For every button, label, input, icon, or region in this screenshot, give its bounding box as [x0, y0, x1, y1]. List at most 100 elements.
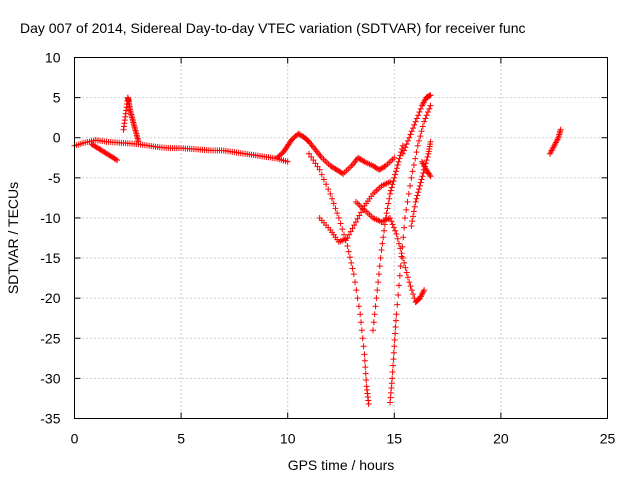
- data-point: [380, 234, 387, 241]
- series-late-tail: [419, 158, 434, 180]
- data-point: [360, 343, 367, 350]
- y-tick-label: 0: [53, 130, 61, 146]
- data-point: [410, 213, 417, 220]
- data-point: [410, 291, 417, 298]
- data-point: [413, 195, 420, 202]
- data-point: [393, 230, 400, 237]
- data-point: [327, 190, 334, 197]
- data-point: [352, 218, 359, 225]
- data-point: [406, 134, 413, 141]
- data-point: [410, 161, 417, 168]
- data-point: [373, 295, 380, 302]
- y-tick-label: -30: [40, 370, 60, 386]
- data-point: [557, 126, 564, 133]
- series-baseline: [71, 137, 291, 165]
- data-point: [318, 171, 325, 178]
- data-point: [402, 144, 409, 151]
- data-point: [411, 203, 418, 210]
- data-point: [394, 235, 401, 242]
- data-point: [403, 269, 410, 276]
- data-point: [330, 200, 337, 207]
- data-point: [413, 149, 420, 156]
- chart-title: Day 007 of 2014, Sidereal Day-to-day VTE…: [20, 20, 526, 36]
- data-point: [395, 158, 402, 165]
- data-point: [389, 221, 396, 228]
- data-point: [376, 263, 383, 270]
- data-point: [416, 186, 423, 193]
- data-point: [391, 336, 398, 343]
- data-point: [402, 264, 409, 271]
- data-point: [390, 356, 397, 363]
- data-point: [400, 234, 407, 241]
- data-point: [390, 224, 397, 231]
- data-point: [338, 170, 345, 177]
- data-point: [396, 155, 403, 162]
- data-point: [418, 176, 425, 183]
- data-point: [306, 150, 313, 157]
- data-point: [135, 138, 142, 145]
- data-point: [409, 218, 416, 225]
- data-point: [385, 200, 392, 207]
- data-point: [407, 283, 414, 290]
- x-tick-label: 15: [387, 431, 403, 447]
- data-point: [349, 265, 356, 272]
- data-point: [308, 153, 315, 160]
- data-point: [427, 102, 434, 109]
- data-point: [410, 125, 417, 132]
- data-point: [337, 220, 344, 227]
- marks-layer: [71, 92, 564, 408]
- data-point: [404, 274, 411, 281]
- data-point: [351, 222, 358, 229]
- data-point: [421, 118, 428, 125]
- data-point: [358, 319, 365, 326]
- data-point: [408, 128, 415, 135]
- data-point: [387, 190, 394, 197]
- data-point: [332, 205, 339, 212]
- data-point: [404, 137, 411, 144]
- data-point: [408, 174, 415, 181]
- data-point: [362, 364, 369, 371]
- data-point: [393, 165, 400, 172]
- data-point: [427, 92, 434, 99]
- data-point: [408, 287, 415, 294]
- data-point: [418, 128, 425, 135]
- data-point: [396, 272, 403, 279]
- data-point: [426, 105, 433, 112]
- data-point: [394, 161, 401, 168]
- data-point: [370, 319, 377, 326]
- data-point: [392, 324, 399, 331]
- data-point: [407, 131, 414, 138]
- data-point: [369, 327, 376, 334]
- ticks-layer: 0 5 10 15 20 25 10 5 0 -5 -10 -15 -20 -25 -30 -35: [40, 50, 615, 447]
- x-tick-label: 10: [280, 431, 296, 447]
- data-point: [387, 187, 394, 194]
- data-point: [391, 174, 398, 181]
- data-point: [371, 311, 378, 318]
- data-point: [323, 181, 330, 188]
- data-point: [377, 255, 384, 262]
- data-point: [390, 178, 397, 185]
- series-early-dip: [88, 141, 121, 164]
- data-point: [403, 141, 410, 148]
- y-tick-label: -25: [40, 330, 60, 346]
- data-point: [335, 214, 342, 221]
- data-point: [426, 171, 433, 178]
- data-point: [395, 291, 402, 298]
- data-point: [358, 209, 365, 216]
- data-point: [359, 335, 366, 342]
- data-point: [392, 227, 399, 234]
- data-point: [408, 222, 415, 229]
- data-point: [398, 253, 405, 260]
- data-point: [401, 147, 408, 154]
- series-branch-b: [352, 198, 428, 306]
- data-point: [344, 243, 351, 250]
- data-point: [401, 259, 408, 266]
- data-point: [346, 231, 353, 238]
- data-point: [393, 168, 400, 175]
- data-point: [413, 115, 420, 122]
- data-point: [427, 138, 434, 145]
- data-point: [390, 362, 397, 369]
- data-point: [312, 160, 319, 167]
- series-late-branch: [408, 138, 434, 229]
- data-point: [389, 181, 396, 188]
